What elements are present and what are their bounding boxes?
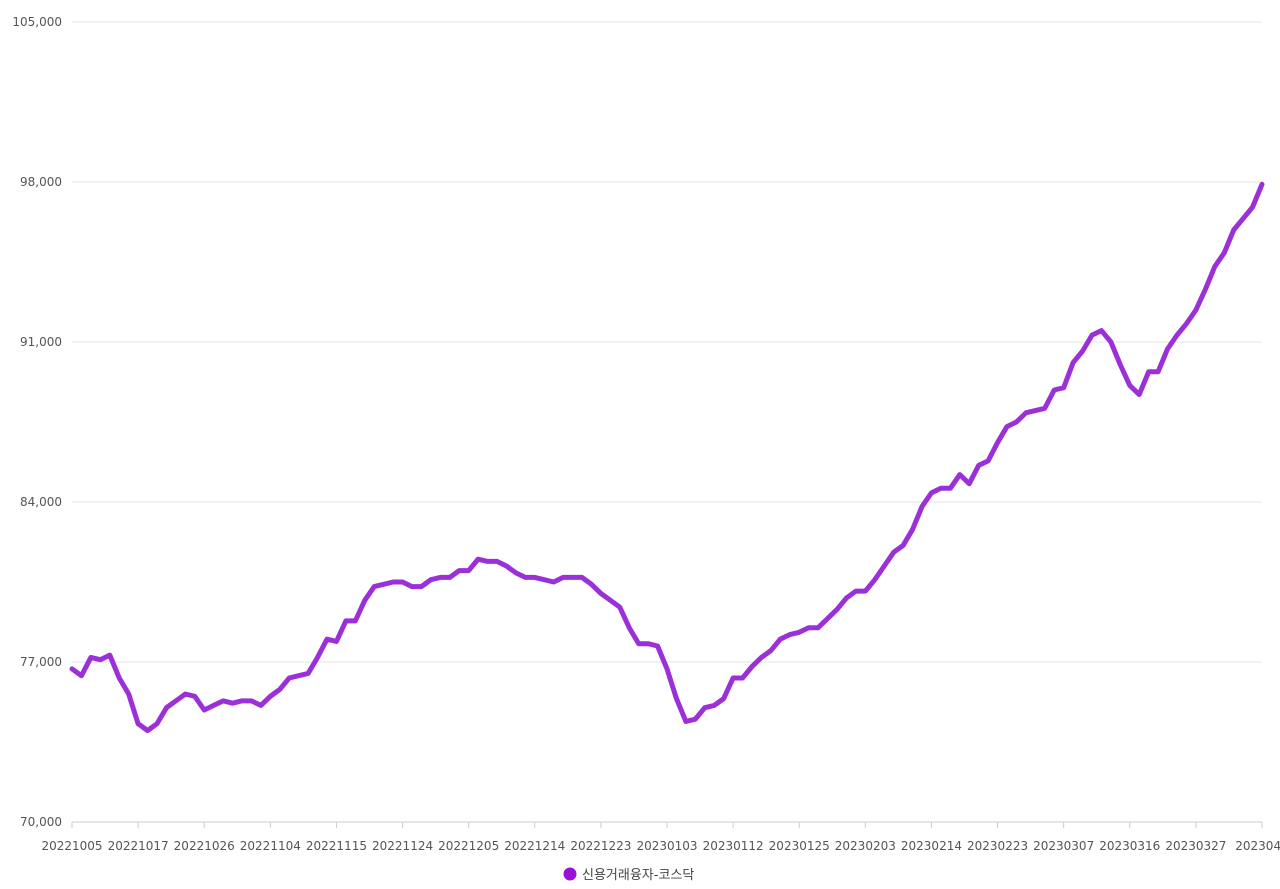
legend[interactable]: 신용거래융자-코스닥 — [563, 867, 695, 884]
x-tick-label: 20221115 — [306, 839, 367, 853]
legend-label-0[interactable]: 신용거래융자-코스닥 — [582, 868, 694, 883]
x-tick-label: 20221005 — [41, 839, 102, 853]
x-tick-label: 20230223 — [967, 839, 1028, 853]
y-tick-label: 84,000 — [20, 495, 62, 509]
legend-marker[interactable] — [563, 867, 577, 881]
y-tick-label: 77,000 — [20, 655, 62, 669]
x-tick-label: 20230103 — [636, 839, 697, 853]
grid-lines — [72, 21, 1262, 663]
y-axis-tick-labels: 70,000 77,000 84,000 91,000 98,000 105,000 — [12, 15, 62, 829]
x-tick-label: 20221104 — [240, 839, 301, 853]
x-tick-label: 20230125 — [769, 839, 830, 853]
y-tick-label: 91,000 — [20, 335, 62, 349]
x-tick-label: 20230203 — [835, 839, 896, 853]
x-tick-label: 20230214 — [901, 839, 962, 853]
x-tick-label: 2023040 — [1235, 839, 1280, 853]
x-tick-label: 20230112 — [703, 839, 764, 853]
x-tick-label: 20221214 — [504, 839, 565, 853]
x-axis — [71, 821, 1263, 828]
x-tick-label: 20230316 — [1099, 839, 1160, 853]
y-tick-label: 105,000 — [12, 15, 62, 29]
x-tick-label: 20221026 — [174, 839, 235, 853]
y-tick-label: 98,000 — [20, 175, 62, 189]
y-tick-label: 70,000 — [20, 815, 62, 829]
x-axis-tick-labels: 20221005 20221017 20221026 20221104 20221115… — [41, 839, 1280, 853]
series-line-0[interactable] — [69, 181, 1265, 734]
x-tick-label: 20221223 — [570, 839, 631, 853]
x-tick-label: 20221205 — [438, 839, 499, 853]
x-tick-label: 20230307 — [1033, 839, 1094, 853]
series-layer — [69, 181, 1265, 734]
x-tick-label: 20230327 — [1165, 839, 1226, 853]
x-tick-label: 20221124 — [372, 839, 433, 853]
x-tick-label: 20221017 — [108, 839, 169, 853]
